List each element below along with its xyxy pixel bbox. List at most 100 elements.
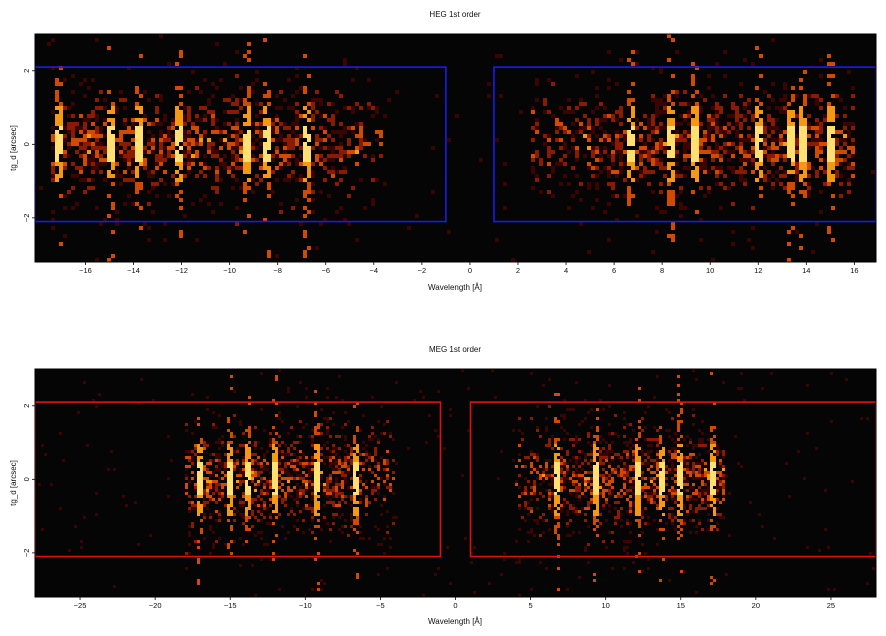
meg-heatmap-cell [623,426,626,429]
heg-heatmap-cell [331,130,335,134]
heg-heatmap-cell [639,138,643,142]
meg-heatmap-cell [584,549,587,552]
meg-heatmap-cell [263,501,266,504]
heg-heatmap-cell [835,154,839,158]
meg-heatmap-cell [647,522,650,525]
meg-heatmap-cell [275,516,278,519]
meg-heatmap-cell [608,504,611,507]
meg-heatmap-cell [446,546,449,549]
meg-heatmap-cell [260,558,263,561]
meg-heatmap-cell [320,483,323,486]
meg-heatmap-cell [194,489,197,492]
heg-heatmap-cell [627,150,631,154]
heg-heatmap-cell [667,130,671,134]
heg-heatmap-cell [499,54,503,58]
heg-heatmap-cell [263,218,267,222]
meg-heatmap-cell [239,501,242,504]
heg-heatmap-cell [95,130,99,134]
heg-heatmap-cell [723,126,727,130]
meg-heatmap-cell [302,462,305,465]
heg-heatmap-cell [375,110,379,114]
heg-heatmap-cell [787,142,791,146]
heg-heatmap-cell [255,122,259,126]
meg-heatmap-cell [668,435,671,438]
heg-heatmap-cell [123,154,127,158]
heg-heatmap-cell [143,222,147,226]
heg-heatmap-cell [147,190,151,194]
heg-heatmap-cell [695,154,699,158]
heg-heatmap-cell [227,142,231,146]
heg-heatmap-cell [827,102,831,106]
heg-heatmap-cell [343,126,347,130]
heg-heatmap-cell [547,150,551,154]
meg-heatmap-cell [632,444,635,447]
meg-heatmap-cell [314,462,317,465]
heg-heatmap [39,34,876,262]
meg-heatmap-cell [260,462,263,465]
heg-heatmap-cell [611,150,615,154]
meg-heatmap-cell [365,444,368,447]
heg-heatmap-cell [571,194,575,198]
meg-heatmap-cell [260,504,263,507]
meg-heatmap-cell [194,495,197,498]
heg-heatmap-cell [767,106,771,110]
meg-heatmap-cell [578,483,581,486]
meg-heatmap-cell [536,456,539,459]
meg-heatmap-cell [236,450,239,453]
meg-heatmap-cell [461,474,464,477]
meg-heatmap-cell [647,468,650,471]
heg-heatmap-cell [795,94,799,98]
heg-heatmap-cell [87,162,91,166]
meg-heatmap-cell [203,465,206,468]
meg-heatmap-cell [566,522,569,525]
meg-heatmap-cell [560,483,563,486]
heg-heatmap-cell [331,154,335,158]
meg-heatmap-cell [683,504,686,507]
meg-heatmap-cell [623,477,626,480]
meg-heatmap-cell [566,453,569,456]
meg-heatmap-cell [626,453,629,456]
heg-extraction-box-2 [493,66,876,223]
heg-heatmap-cell [583,102,587,106]
heg-heatmap-cell [831,174,835,178]
heg-heatmap-cell [59,162,63,166]
meg-heatmap-cell [569,438,572,441]
meg-heatmap-cell [293,525,296,528]
heg-heatmap-cell [779,138,783,142]
meg-heatmap-cell [530,468,533,471]
heg-heatmap-cell [359,138,363,142]
meg-heatmap-cell [302,492,305,495]
meg-heatmap-cell [497,477,500,480]
heg-heatmap-cell [107,46,111,50]
heg-heatmap-cell [655,162,659,166]
meg-heatmap-cell [272,438,275,441]
heg-heatmap-cell [339,142,343,146]
meg-heatmap-cell [200,456,203,459]
heg-heatmap-cell [203,154,207,158]
meg-heatmap-cell [608,384,611,387]
meg-heatmap-cell [659,465,662,468]
meg-heatmap-cell [251,564,254,567]
meg-heatmap-cell [413,399,416,402]
meg-heatmap-cell [548,405,551,408]
heg-heatmap-cell [263,134,267,138]
heg-heatmap-cell [627,102,631,106]
heg-heatmap-cell [127,194,131,198]
meg-heatmap-cell [230,489,233,492]
meg-heatmap-cell [518,528,521,531]
meg-heatmap-cell [263,507,266,510]
heg-heatmap-cell [707,118,711,122]
meg-heatmap-cell [536,429,539,432]
meg-heatmap-cell [563,498,566,501]
heg-heatmap-cell [363,206,367,210]
heg-heatmap-cell [63,126,67,130]
heg-heatmap-cell [163,182,167,186]
meg-ytick-label: 0 [22,477,31,481]
meg-heatmap-cell [656,450,659,453]
meg-heatmap-cell [710,474,713,477]
heg-heatmap-cell [303,134,307,138]
heg-heatmap-cell [759,154,763,158]
heg-heatmap-cell [627,98,631,102]
meg-heatmap-cell [287,531,290,534]
meg-heatmap-cell [272,498,275,501]
